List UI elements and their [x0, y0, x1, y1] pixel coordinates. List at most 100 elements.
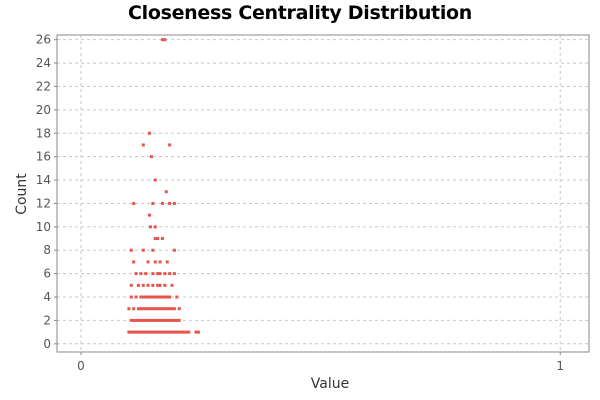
data-point [172, 318, 176, 322]
data-point [153, 225, 157, 229]
y-tick-label: 22 [36, 79, 51, 93]
data-point [141, 295, 145, 299]
data-point [134, 318, 138, 322]
data-point [153, 178, 157, 182]
data-point [160, 318, 164, 322]
data-point [156, 330, 160, 334]
data-point [148, 213, 152, 217]
data-point [151, 283, 155, 287]
data-point [196, 330, 200, 334]
data-point [165, 307, 169, 311]
data-point [129, 318, 133, 322]
data-point [139, 295, 143, 299]
data-point [141, 318, 145, 322]
data-point [149, 155, 153, 159]
data-point [151, 330, 155, 334]
y-tick-label: 2 [43, 313, 51, 327]
y-tick-label: 6 [43, 267, 51, 281]
data-point [144, 318, 148, 322]
data-point [177, 330, 181, 334]
data-point [158, 318, 162, 322]
data-point [163, 272, 167, 276]
data-point [163, 38, 167, 42]
data-point [129, 295, 133, 299]
data-point [139, 330, 143, 334]
x-tick-label: 0 [77, 359, 85, 373]
data-point [163, 307, 167, 311]
data-point [136, 318, 140, 322]
data-point [134, 272, 138, 276]
data-point [165, 330, 169, 334]
y-tick-label: 16 [36, 150, 51, 164]
data-point [158, 272, 162, 276]
data-point [172, 248, 176, 252]
x-axis-label: Value [311, 376, 349, 392]
data-point [165, 318, 169, 322]
data-point [172, 330, 176, 334]
data-point [141, 283, 145, 287]
data-point [141, 330, 145, 334]
data-point [163, 295, 167, 299]
data-point [146, 260, 150, 264]
data-point [146, 307, 150, 311]
data-point [175, 295, 179, 299]
data-point [172, 201, 176, 205]
data-point [132, 318, 136, 322]
data-point [129, 248, 133, 252]
y-axis-label: Count [14, 173, 30, 215]
data-point [177, 318, 181, 322]
data-point [168, 307, 172, 311]
data-point [132, 330, 136, 334]
data-point [182, 330, 186, 334]
data-point [156, 307, 160, 311]
data-point [158, 330, 162, 334]
data-point [148, 225, 152, 229]
data-point [151, 201, 155, 205]
data-point [132, 201, 136, 205]
data-point [160, 201, 164, 205]
y-tick-label: 14 [36, 173, 51, 187]
data-point [132, 260, 136, 264]
data-point [156, 283, 160, 287]
data-point [134, 295, 138, 299]
data-point [129, 283, 133, 287]
data-point [163, 283, 167, 287]
data-point [156, 237, 160, 241]
data-point [151, 318, 155, 322]
data-point [184, 330, 188, 334]
y-tick-label: 12 [36, 196, 51, 210]
data-point [163, 330, 167, 334]
data-point [144, 307, 148, 311]
data-point [158, 295, 162, 299]
data-point [168, 330, 172, 334]
data-point [127, 330, 131, 334]
data-point [175, 330, 179, 334]
data-point [148, 131, 152, 135]
data-point [136, 330, 140, 334]
data-point [160, 237, 164, 241]
data-point [170, 318, 174, 322]
data-point [170, 307, 174, 311]
data-point [158, 260, 162, 264]
data-point [141, 307, 145, 311]
data-point [168, 318, 172, 322]
grid-lines [57, 35, 589, 352]
data-point [141, 143, 145, 147]
y-tick-label: 4 [43, 290, 51, 304]
data-point [168, 143, 172, 147]
data-point [168, 295, 172, 299]
x-tick-label: 1 [556, 359, 564, 373]
data-point [168, 272, 172, 276]
data-point [134, 330, 138, 334]
data-point [156, 318, 160, 322]
data-point [164, 190, 168, 194]
data-point [165, 260, 169, 264]
data-point [151, 295, 155, 299]
data-point [127, 307, 131, 311]
data-point [187, 330, 191, 334]
data-point [151, 272, 155, 276]
data-point [148, 307, 152, 311]
